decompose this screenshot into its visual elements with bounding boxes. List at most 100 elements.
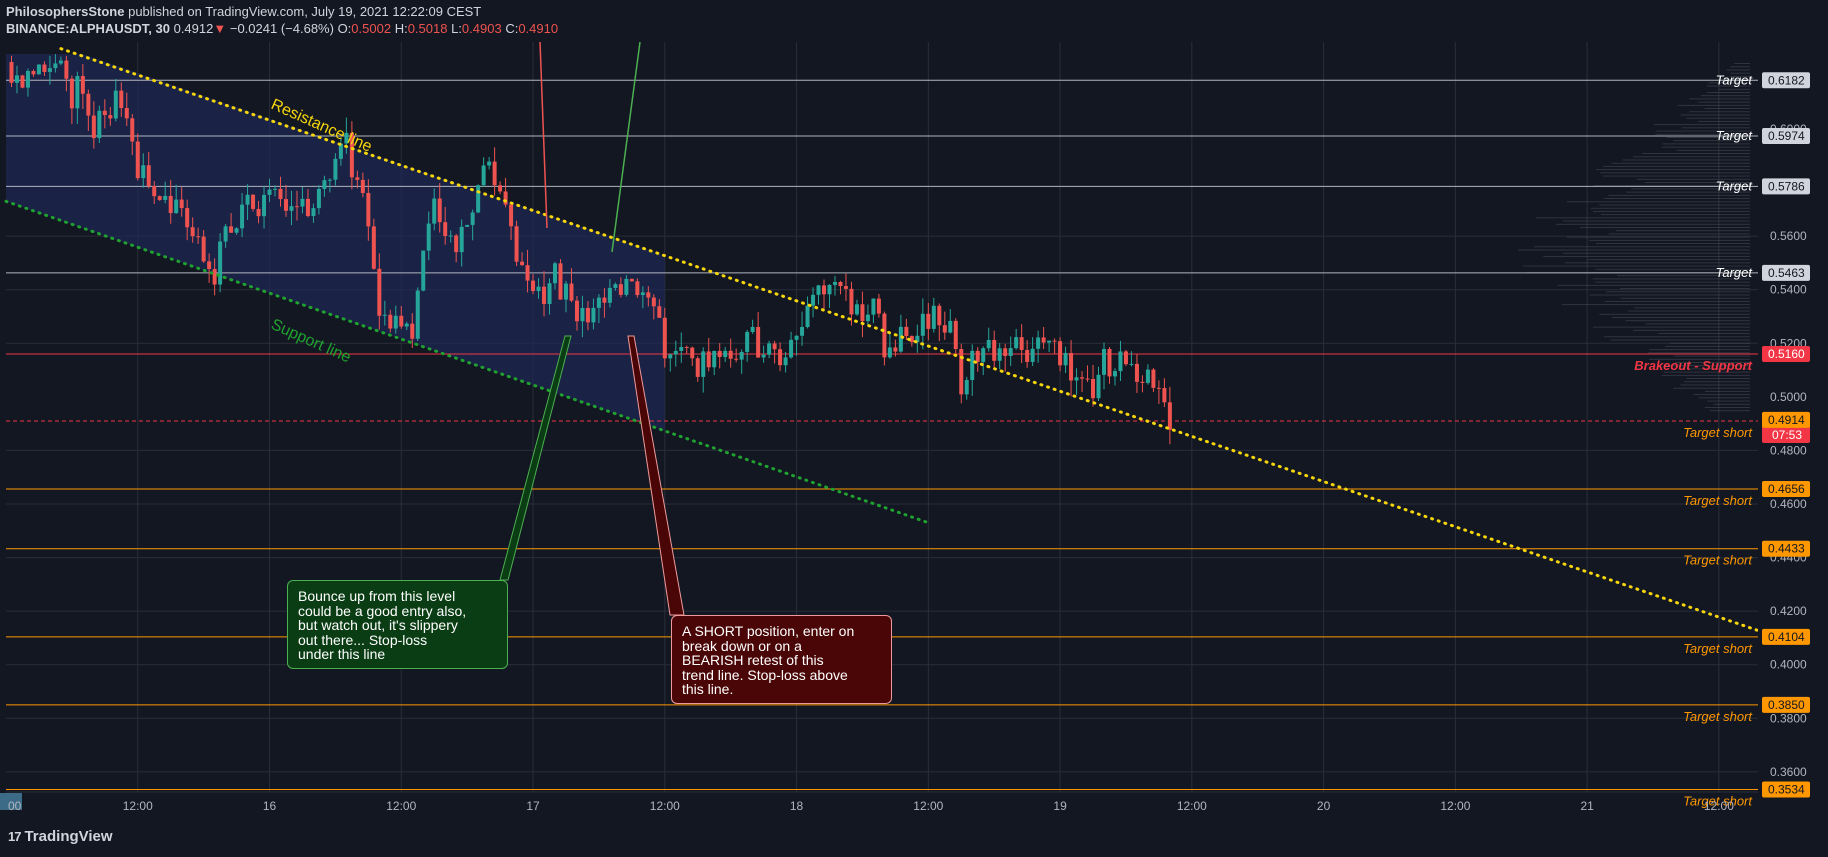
close-label: C:	[505, 21, 519, 36]
candle-body	[311, 208, 316, 217]
candle-body	[668, 354, 673, 359]
price-badge-text: 0.4104	[1768, 630, 1805, 644]
price-badge	[1762, 628, 1810, 645]
candle-body	[283, 199, 288, 211]
price-axis: 0.56000.54000.52000.48000.46000.44000.42…	[1758, 42, 1828, 798]
candle-body	[805, 305, 810, 328]
volume-profile-bar	[1593, 185, 1750, 187]
candle-body	[86, 93, 91, 116]
volume-profile-bar	[1633, 307, 1750, 309]
volume-profile-bar	[1666, 137, 1750, 138]
candle-body	[1162, 388, 1167, 403]
volume-profile-bar	[1564, 262, 1750, 264]
volume-profile-bar	[1686, 117, 1750, 119]
volume-profile-bar	[1600, 172, 1750, 174]
candle-body	[992, 339, 997, 361]
volume-profile-bar	[1708, 82, 1750, 84]
candle-body	[640, 292, 645, 296]
candle-body	[1140, 381, 1145, 383]
candle-body	[986, 339, 991, 349]
candle-body	[459, 226, 464, 253]
volume-profile-bar	[1730, 75, 1750, 77]
candle-body	[476, 185, 481, 213]
candle-body	[789, 339, 794, 358]
candle-body	[876, 298, 881, 314]
candle-body	[130, 118, 135, 142]
price-badge-text: 0.5786	[1768, 179, 1805, 193]
price-tick-label: 0.3800	[1770, 711, 1807, 725]
volume-profile-bar	[1580, 227, 1750, 228]
short-annotation[interactable]: A SHORT position, enter on break down or…	[671, 615, 892, 704]
price-tick-label: 0.4800	[1770, 443, 1807, 457]
candle-body	[371, 226, 376, 269]
volume-profile-bar	[1600, 214, 1750, 216]
candle-body	[898, 326, 903, 352]
volume-profile-bar	[1680, 114, 1750, 116]
candle-body	[174, 199, 179, 214]
price-tick-label: 0.4200	[1770, 604, 1807, 618]
candle-body	[926, 313, 931, 329]
volume-profile-bar	[1723, 79, 1750, 81]
close-value: 0.4910	[518, 21, 559, 36]
candle-body	[580, 307, 585, 322]
candle-body	[152, 185, 157, 197]
volume-profile-bar	[1627, 310, 1750, 312]
volume-profile-bar	[1619, 288, 1750, 290]
candle-body	[860, 304, 865, 322]
candle-body	[1058, 341, 1063, 366]
level-label: Brakeout - Support	[1634, 358, 1752, 373]
volume-profile-bar	[1645, 323, 1750, 325]
volume-profile-bar	[1704, 407, 1750, 408]
candle-body	[959, 348, 964, 395]
volume-profile-bar	[1661, 146, 1750, 148]
price-tick-label: 0.5000	[1770, 390, 1807, 404]
volume-profile-bar	[1673, 140, 1750, 142]
volume-profile-bar	[1654, 124, 1750, 126]
price-badge-text: 0.3850	[1768, 698, 1805, 712]
candle-body	[684, 347, 689, 349]
candle-body	[882, 313, 887, 358]
volume-profile-bar	[1615, 230, 1750, 232]
candle-body	[909, 336, 914, 343]
candle-body	[1091, 379, 1096, 399]
candle-body	[97, 110, 102, 139]
time-cursor-badge	[0, 793, 22, 810]
candle-body	[1167, 402, 1172, 430]
volume-profile-bar	[1677, 104, 1750, 106]
candle-body	[854, 304, 859, 315]
time-tick-label: 12:00	[650, 799, 680, 813]
candle-body	[975, 350, 980, 362]
candle-body	[404, 323, 409, 327]
candle-body	[42, 64, 47, 72]
candle-body	[448, 235, 453, 237]
volume-profile-bar	[1730, 72, 1750, 74]
tradingview-logo[interactable]: 17 TradingView	[8, 828, 113, 845]
candle-body	[953, 320, 958, 349]
volume-profile-bar	[1713, 403, 1750, 405]
bounce-annotation[interactable]: Bounce up from this level could be a goo…	[287, 580, 508, 669]
resistance-line	[59, 47, 1828, 657]
candle-body	[783, 357, 788, 366]
candle-body	[1008, 348, 1013, 356]
volume-profile-bar	[1709, 410, 1750, 412]
candle-body	[267, 189, 272, 195]
author-name[interactable]: PhilosophersStone	[6, 4, 125, 19]
level-label: Target	[1716, 128, 1754, 143]
symbol-label[interactable]: BINANCE:ALPHAUSDT, 30	[6, 21, 170, 36]
candle-body	[723, 350, 728, 358]
candle-body	[201, 236, 206, 262]
candle-body	[58, 60, 63, 64]
volume-profile-bar	[1604, 336, 1750, 338]
time-tick-label: 16	[263, 799, 277, 813]
candle-body	[168, 195, 173, 214]
volume-profile-bar	[1693, 394, 1750, 396]
candle-body	[542, 286, 547, 304]
candle-body	[305, 198, 310, 217]
volume-profile-bar	[1648, 358, 1750, 360]
candle-body	[1118, 351, 1123, 372]
level-label: Target	[1716, 72, 1754, 87]
volume-profile-bar	[1596, 243, 1750, 245]
candle-body	[1014, 337, 1019, 349]
candle-body	[553, 263, 557, 284]
